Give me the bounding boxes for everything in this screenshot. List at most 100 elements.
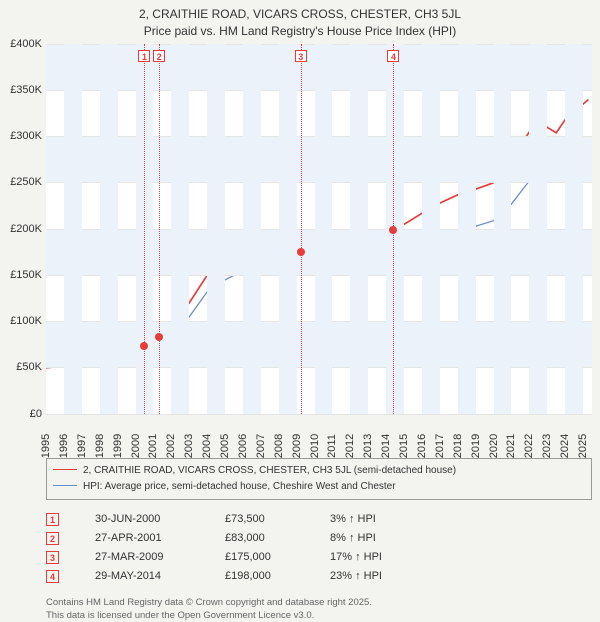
transaction-badge: 1 [46, 513, 59, 526]
transaction-date: 27-APR-2001 [95, 532, 225, 544]
footnote-line2: This data is licensed under the Open Gov… [46, 609, 592, 622]
chart-vband [458, 44, 476, 414]
transaction-row: 4 29-MAY-2014£198,00023% ↑ HPI [46, 567, 592, 586]
transaction-diff: 17% ↑ HPI [330, 551, 382, 563]
x-axis-label: 2007 [255, 431, 267, 461]
transaction-date: 27-MAR-2009 [95, 551, 225, 563]
chart-vband [529, 44, 547, 414]
legend-swatch [53, 469, 77, 470]
transactions-table: 130-JUN-2000£73,5003% ↑ HPI227-APR-2001£… [46, 510, 592, 586]
x-axis-label: 2015 [398, 431, 410, 461]
transaction-diff: 23% ↑ HPI [330, 570, 382, 582]
transaction-date: 29-MAY-2014 [95, 570, 225, 582]
y-axis-label: £350K [0, 84, 42, 96]
chart-vband [494, 44, 512, 414]
x-axis-label: 2019 [470, 431, 482, 461]
x-axis-label: 2017 [434, 431, 446, 461]
price-marker-line [301, 44, 302, 414]
chart-vband [100, 44, 118, 414]
y-axis-label: £400K [0, 38, 42, 50]
price-marker-dot [140, 342, 148, 350]
transaction-price: £198,000 [225, 570, 330, 582]
x-axis-label: 1995 [40, 431, 52, 461]
transaction-badge: 4 [46, 570, 59, 583]
x-axis-label: 2020 [488, 431, 500, 461]
price-marker-badge: 1 [138, 50, 150, 62]
chart-vband [279, 44, 297, 414]
x-axis-label: 2005 [219, 431, 231, 461]
x-axis-label: 2011 [326, 431, 338, 461]
price-marker-dot [155, 333, 163, 341]
x-axis-label: 1999 [112, 431, 124, 461]
transaction-row: 2 27-APR-2001£83,0008% ↑ HPI [46, 529, 592, 548]
x-axis-label: 2013 [362, 431, 374, 461]
chart-vband [207, 44, 225, 414]
x-axis-label: 2021 [505, 431, 517, 461]
x-axis-label: 2000 [130, 431, 142, 461]
transaction-diff: 8% ↑ HPI [330, 532, 376, 544]
transaction-badge: 3 [46, 551, 59, 564]
x-axis-label: 2016 [416, 431, 428, 461]
price-marker-dot [297, 248, 305, 256]
legend: 2, CRAITHIE ROAD, VICARS CROSS, CHESTER,… [46, 458, 592, 500]
chart-vband [171, 44, 189, 414]
price-marker-line [159, 44, 160, 414]
y-axis-label: £300K [0, 130, 42, 142]
legend-item: 2, CRAITHIE ROAD, VICARS CROSS, CHESTER,… [53, 463, 585, 479]
gridline [46, 414, 592, 415]
x-axis-label: 2002 [165, 431, 177, 461]
x-axis-label: 2023 [541, 431, 553, 461]
x-axis-label: 2014 [380, 431, 392, 461]
x-axis-label: 1997 [76, 431, 88, 461]
chart-vband [565, 44, 583, 414]
y-axis-label: £0 [0, 408, 42, 420]
chart-vband [64, 44, 82, 414]
footnote: Contains HM Land Registry data © Crown c… [46, 596, 592, 622]
y-axis-label: £150K [0, 269, 42, 281]
chart-vband [422, 44, 440, 414]
transaction-row: 3 27-MAR-2009£175,00017% ↑ HPI [46, 548, 592, 567]
transaction-badge: 2 [46, 532, 59, 545]
y-axis-label: £50K [0, 361, 42, 373]
price-marker-dot [389, 226, 397, 234]
footnote-line1: Contains HM Land Registry data © Crown c… [46, 596, 592, 609]
y-axis-label: £250K [0, 176, 42, 188]
x-axis-label: 2009 [291, 431, 303, 461]
y-axis-label: £100K [0, 315, 42, 327]
chart-vband [243, 44, 261, 414]
x-axis-label: 2008 [273, 431, 285, 461]
chart-area: £0£50K£100K£150K£200K£250K£300K£350K£400… [46, 44, 592, 414]
y-axis-label: £200K [0, 223, 42, 235]
x-axis-label: 2003 [183, 431, 195, 461]
x-axis-label: 2010 [309, 431, 321, 461]
transaction-diff: 3% ↑ HPI [330, 513, 376, 525]
title-line2: Price paid vs. HM Land Registry's House … [0, 23, 600, 40]
chart-title: 2, CRAITHIE ROAD, VICARS CROSS, CHESTER,… [0, 0, 600, 40]
transaction-price: £83,000 [225, 532, 330, 544]
transaction-price: £73,500 [225, 513, 330, 525]
price-marker-badge: 4 [387, 50, 399, 62]
legend-label: 2, CRAITHIE ROAD, VICARS CROSS, CHESTER,… [83, 465, 456, 476]
chart-vband [350, 44, 368, 414]
x-axis-label: 2022 [523, 431, 535, 461]
transaction-date: 30-JUN-2000 [95, 513, 225, 525]
x-axis-label: 2018 [452, 431, 464, 461]
x-axis-label: 2025 [577, 431, 589, 461]
title-line1: 2, CRAITHIE ROAD, VICARS CROSS, CHESTER,… [0, 6, 600, 23]
x-axis-label: 2024 [559, 431, 571, 461]
chart-vband [315, 44, 333, 414]
price-marker-line [144, 44, 145, 414]
transaction-price: £175,000 [225, 551, 330, 563]
x-axis-label: 2006 [237, 431, 249, 461]
x-axis-label: 2004 [201, 431, 213, 461]
x-axis-label: 1996 [58, 431, 70, 461]
legend-item: HPI: Average price, semi-detached house,… [53, 479, 585, 495]
x-axis-label: 2012 [344, 431, 356, 461]
price-marker-badge: 3 [295, 50, 307, 62]
legend-swatch [53, 485, 77, 486]
x-axis-label: 2001 [147, 431, 159, 461]
price-marker-badge: 2 [153, 50, 165, 62]
legend-label: HPI: Average price, semi-detached house,… [83, 481, 396, 492]
transaction-row: 1 30-JUN-2000£73,5003% ↑ HPI [46, 510, 592, 529]
x-axis-label: 1998 [94, 431, 106, 461]
